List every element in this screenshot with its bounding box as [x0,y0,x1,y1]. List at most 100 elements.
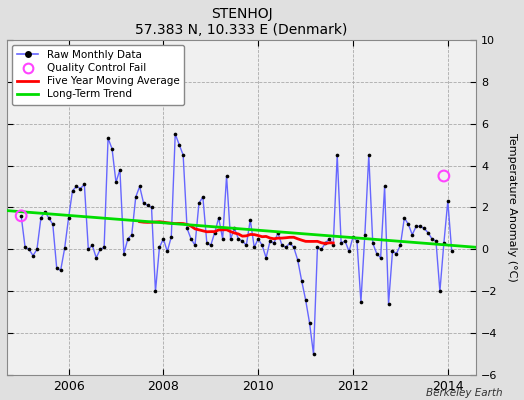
Point [286,240,294,246]
Point [281,244,290,250]
Point [440,240,448,246]
Text: Berkeley Earth: Berkeley Earth [427,388,503,398]
Point [100,244,108,250]
Point [258,242,266,248]
Point [187,236,195,242]
Point [124,236,132,242]
Point [116,166,124,173]
Point [175,141,183,148]
Point [404,221,412,228]
Point [167,234,176,240]
Point [25,246,34,252]
Point [301,296,310,303]
Point [321,240,330,246]
Point [17,213,25,219]
Point [408,232,417,238]
Point [365,152,373,158]
Y-axis label: Temperature Anomaly (°C): Temperature Anomaly (°C) [507,133,517,282]
Point [219,236,227,242]
Point [380,183,389,190]
Point [96,246,104,252]
Point [325,236,333,242]
Point [357,299,365,305]
Point [29,252,37,259]
Point [60,245,69,252]
Point [376,254,385,261]
Point [298,278,306,284]
Point [313,244,322,250]
Point [333,152,342,158]
Point [349,234,357,240]
Point [238,238,247,244]
Point [242,242,250,248]
Point [76,185,84,192]
Point [151,288,160,294]
Point [396,242,405,248]
Point [92,254,101,261]
Point [345,248,353,255]
Point [270,240,278,246]
Point [361,232,369,238]
Point [400,215,409,221]
Point [305,320,314,326]
Point [420,225,428,232]
Point [127,232,136,238]
Point [139,200,148,206]
Point [432,238,440,244]
Point [57,267,65,274]
Point [373,250,381,257]
Point [159,236,168,242]
Point [317,246,325,252]
Point [447,248,456,255]
Point [353,238,361,244]
Point [21,244,29,250]
Point [234,236,243,242]
Point [136,183,144,190]
Point [68,188,77,194]
Point [191,242,199,248]
Point [278,242,286,248]
Point [45,215,53,221]
Point [144,202,152,208]
Point [72,183,81,190]
Point [222,173,231,179]
Point [309,351,318,358]
Point [266,238,274,244]
Legend: Raw Monthly Data, Quality Control Fail, Five Year Moving Average, Long-Term Tren: Raw Monthly Data, Quality Control Fail, … [12,45,184,105]
Point [155,244,163,250]
Point [199,194,207,200]
Point [246,217,255,223]
Point [444,198,452,204]
Point [171,131,179,137]
Point [88,242,96,248]
Point [274,230,282,236]
Title: STENHOJ
57.383 N, 10.333 E (Denmark): STENHOJ 57.383 N, 10.333 E (Denmark) [135,7,348,37]
Point [262,254,270,261]
Point [388,248,397,255]
Point [52,265,61,272]
Point [108,146,116,152]
Point [64,215,73,221]
Point [290,244,298,250]
Point [84,246,93,252]
Point [147,204,156,211]
Point [37,215,45,221]
Point [230,225,238,232]
Point [203,240,211,246]
Point [49,221,57,228]
Point [424,230,432,236]
Point [416,223,424,230]
Point [119,250,128,257]
Point [293,257,302,263]
Point [163,248,171,255]
Point [41,208,49,215]
Point [104,135,112,142]
Point [250,244,258,250]
Point [17,213,25,219]
Point [211,230,219,236]
Point [132,194,140,200]
Point [179,152,188,158]
Point [385,301,393,307]
Point [112,179,120,186]
Point [412,223,420,230]
